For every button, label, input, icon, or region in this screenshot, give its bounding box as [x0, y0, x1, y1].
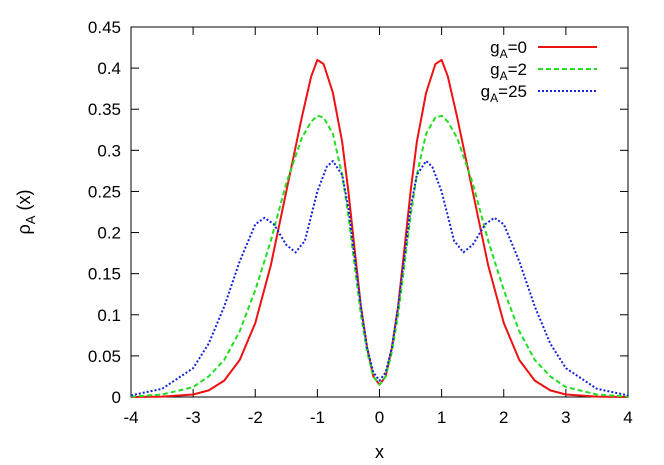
x-tick-label: 1 — [437, 408, 446, 427]
x-tick-label: -2 — [248, 408, 263, 427]
legend-label-rest: =25 — [498, 82, 527, 101]
y-tick-label: 0.3 — [97, 141, 121, 160]
plot-frame — [130, 26, 629, 398]
series-line-0 — [130, 58, 629, 398]
y-tick-label: 0 — [112, 388, 121, 407]
legend-label-sub: A — [500, 47, 508, 61]
legend: gA=0gA=2gA=25 — [481, 38, 597, 105]
legend-label-main: g — [490, 60, 499, 79]
x-tick-label: 4 — [623, 408, 632, 427]
x-tick-label: -1 — [310, 408, 325, 427]
series-line-2 — [130, 160, 629, 397]
legend-label-sub: A — [490, 91, 498, 105]
y-tick-label: 0.35 — [88, 100, 121, 119]
y-tick-label: 0.25 — [88, 182, 121, 201]
y-tick-label: 0.4 — [97, 59, 121, 78]
plot-frame-group — [130, 26, 629, 398]
legend-label-rest: =0 — [508, 38, 527, 57]
x-tick-label: 0 — [375, 408, 384, 427]
y-tick-label: 0.2 — [97, 224, 121, 243]
y-axis-label-sub: A — [23, 215, 38, 224]
legend-label-main: g — [490, 38, 499, 57]
y-tick-label: 0.05 — [88, 347, 121, 366]
series-line-1 — [130, 114, 629, 398]
x-tick-label: 3 — [561, 408, 570, 427]
x-tick-label: 2 — [499, 408, 508, 427]
y-tick-label: 0.45 — [88, 18, 121, 37]
legend-label-0: gA=0 — [490, 38, 527, 61]
y-tick-label: 0.1 — [97, 306, 121, 325]
y-axis-label-main: ρ — [14, 224, 34, 234]
legend-label-sub: A — [500, 69, 508, 83]
x-tick-label: -3 — [186, 408, 201, 427]
x-axis-label: x — [375, 442, 384, 462]
x-tick-label: -4 — [123, 408, 138, 427]
ticks-group: -4 -3 -2 -1 0 1 2 3 4 0 0.05 0.1 0.15 0.2 0.25 0.3 0.35 0… — [88, 18, 633, 427]
legend-label-1: gA=2 — [490, 60, 527, 83]
y-axis-label-rest: (x) — [14, 190, 34, 216]
legend-label-main: g — [481, 82, 490, 101]
legend-label-rest: =2 — [508, 60, 527, 79]
legend-label-2: gA=25 — [481, 82, 527, 105]
y-axis-label: ρA (x) — [14, 190, 38, 235]
y-tick-label: 0.15 — [88, 265, 121, 284]
series-group — [130, 58, 629, 398]
